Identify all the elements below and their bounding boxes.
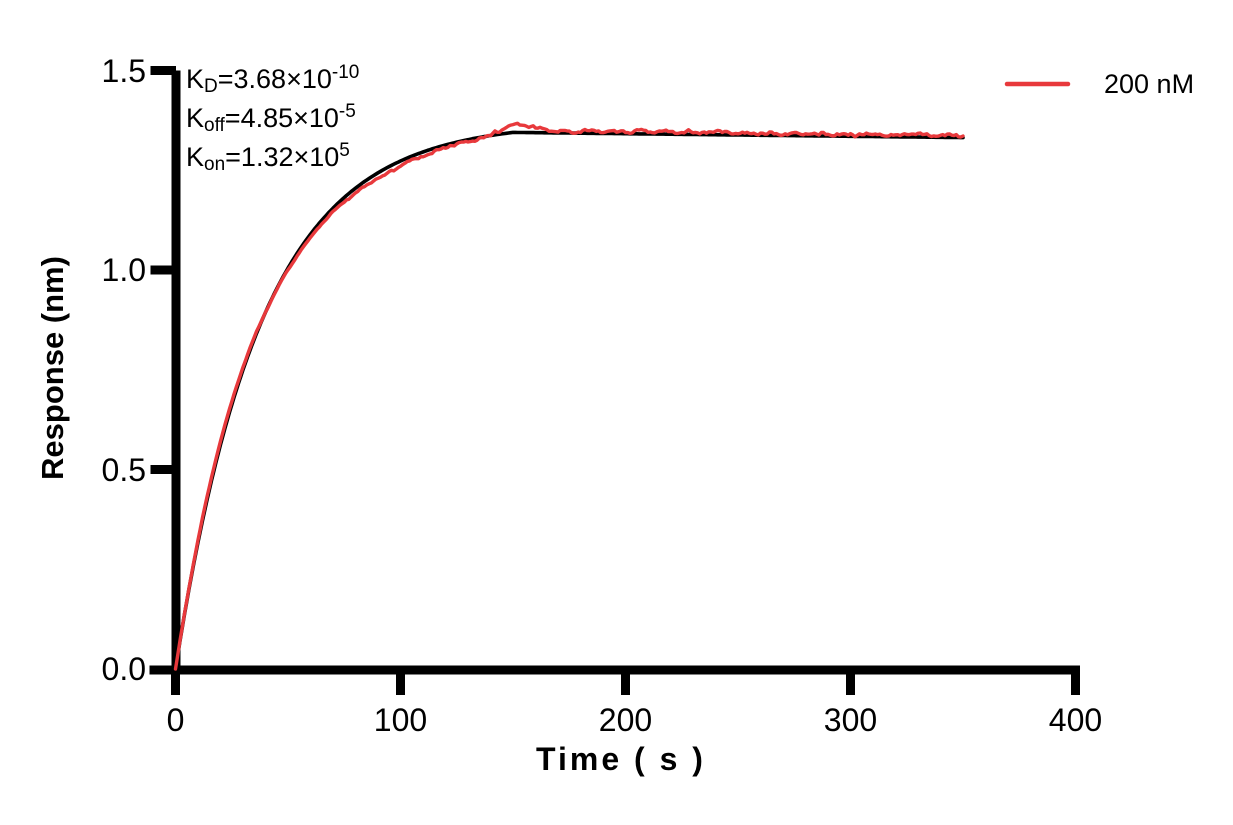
x-tick-label: 400 bbox=[1048, 702, 1103, 738]
kon-value: Kon=1.32×105 bbox=[186, 138, 359, 177]
x-tick-label: 100 bbox=[373, 702, 428, 738]
fit-curve bbox=[173, 130, 965, 671]
y-tick-label: 1.5 bbox=[101, 52, 146, 89]
x-tick-label: 300 bbox=[823, 702, 878, 738]
kd-symbol: K bbox=[186, 64, 205, 94]
kon-exponent: 5 bbox=[339, 140, 350, 161]
kon-symbol: K bbox=[186, 142, 205, 172]
y-tick-label: 0.5 bbox=[101, 451, 146, 488]
kd-subscript: D bbox=[204, 76, 218, 97]
koff-exponent: -5 bbox=[338, 101, 356, 122]
koff-value: Koff=4.85×10-5 bbox=[186, 99, 359, 138]
kon-subscript: on bbox=[204, 154, 226, 175]
data-curve-200nM bbox=[173, 121, 965, 671]
kd-exponent: -10 bbox=[331, 62, 360, 83]
y-axis-title: Response (nm) bbox=[35, 256, 70, 480]
axes bbox=[149, 66, 1080, 695]
koff-symbol: K bbox=[186, 103, 205, 133]
y-tick-label: 1.0 bbox=[101, 252, 146, 288]
x-tick-label: 200 bbox=[598, 702, 653, 738]
kinetic-constants-annotation: KD=3.68×10-10 Koff=4.85×10-5 Kon=1.32×10… bbox=[186, 60, 359, 177]
x-axis-title: Time ( s ) bbox=[536, 741, 706, 777]
kd-value: KD=3.68×10-10 bbox=[186, 60, 359, 99]
kd-number: =3.68×10 bbox=[217, 64, 332, 94]
kon-number: =1.32×10 bbox=[225, 142, 340, 172]
koff-number: =4.85×10 bbox=[224, 103, 339, 133]
koff-subscript: off bbox=[204, 115, 225, 136]
x-tick-label: 0 bbox=[166, 702, 185, 738]
y-tick-label: 0.0 bbox=[101, 651, 146, 687]
legend-entry-200nM-label: 200 nM bbox=[1104, 69, 1195, 99]
